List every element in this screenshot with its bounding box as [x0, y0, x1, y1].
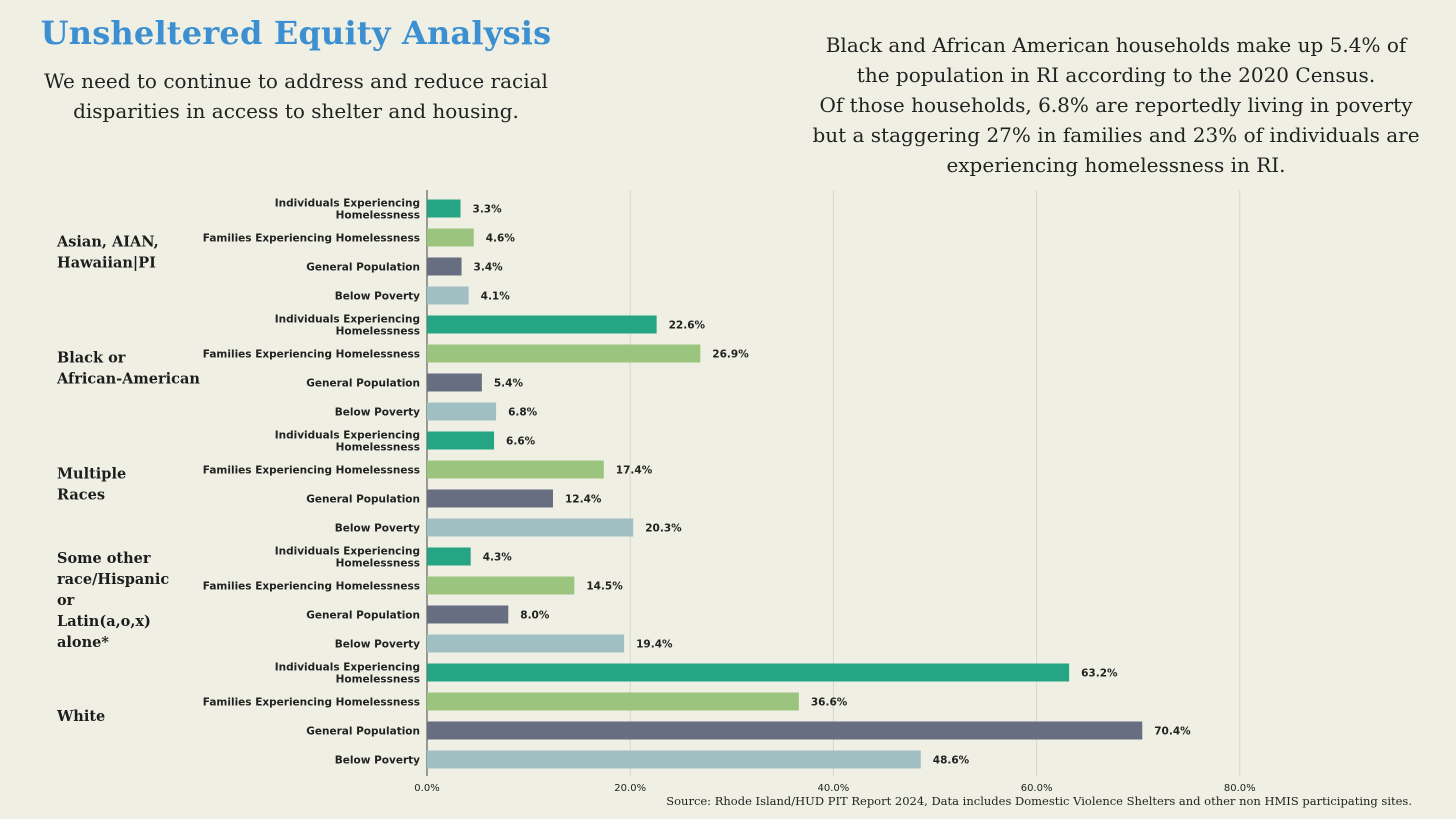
value-label: 3.3%	[473, 204, 503, 216]
value-label: 4.1%	[481, 291, 511, 303]
bar-category-label: Individuals Experiencing Homelessness	[275, 430, 420, 454]
bar-category-label: Families Experiencing Homelessness	[203, 581, 420, 593]
value-label: 14.5%	[586, 581, 623, 593]
bar-category-label: Families Experiencing Homelessness	[203, 349, 420, 361]
chart-subtitle: We need to continue to address and reduc…	[44, 69, 548, 123]
bar-category-label: Families Experiencing Homelessness	[203, 697, 420, 709]
bar-category-label: General Population	[306, 378, 420, 390]
callout-note: Black and African American households ma…	[806, 30, 1426, 180]
value-label: 20.3%	[645, 523, 682, 535]
value-label: 3.4%	[474, 262, 504, 274]
note-line: Of those households, 6.8% are reportedly…	[819, 93, 1413, 117]
x-tick-label: 60.0%	[1021, 783, 1053, 792]
bar-category-label: Families Experiencing Homelessness	[203, 233, 420, 245]
value-label: 4.3%	[483, 552, 513, 564]
x-tick-label: 20.0%	[614, 783, 646, 792]
group-label: Asian, AIAN, Hawaiian|PI	[56, 234, 159, 272]
bar	[427, 431, 495, 450]
chart-title: Unsheltered Equity Analysis	[40, 14, 552, 52]
bar	[427, 460, 604, 479]
bar-category-label: Individuals Experiencing Homelessness	[275, 198, 420, 222]
group-label: Some other race/Hispanic or Latin(a,o,x) alo…	[57, 550, 169, 651]
bar	[427, 750, 921, 769]
value-label: 4.6%	[486, 233, 516, 245]
bar	[427, 344, 701, 363]
bar-chart: 0.0% 20.0% 40.0% 60.0% 80.0% 3.3% Individuals …	[56, 190, 1256, 792]
bar-category-label: General Population	[306, 610, 420, 622]
bar	[427, 489, 553, 508]
bar	[427, 634, 625, 653]
x-tick-label: 40.0%	[818, 783, 850, 792]
group-label: Black or African-American	[56, 350, 200, 388]
bar-category-label: Below Poverty	[335, 407, 420, 419]
group-label: White	[56, 708, 105, 725]
bar	[427, 257, 462, 276]
bar-category-label: Individuals Experiencing Homelessness	[275, 662, 420, 686]
bar-category-label: General Population	[306, 726, 420, 738]
value-label: 19.4%	[636, 639, 673, 651]
bar	[427, 663, 1070, 682]
bar	[427, 402, 497, 421]
note-line: experiencing homelessness in RI.	[946, 153, 1286, 177]
bar	[427, 605, 509, 624]
value-label: 17.4%	[616, 465, 653, 477]
bar	[427, 721, 1143, 740]
note-line: but a staggering 27% in families and 23%…	[812, 123, 1420, 147]
bar-category-label: Below Poverty	[335, 291, 420, 303]
value-label: 36.6%	[811, 697, 848, 709]
bar-category-label: Families Experiencing Homelessness	[203, 465, 420, 477]
bar	[427, 692, 799, 711]
bar-category-label: Below Poverty	[335, 639, 420, 651]
value-label: 8.0%	[520, 610, 550, 622]
bar	[427, 576, 575, 595]
value-label: 26.9%	[712, 349, 749, 361]
bar-category-label: General Population	[306, 262, 420, 274]
bar-category-label: Individuals Experiencing Homelessness	[275, 546, 420, 570]
bar-category-label: Individuals Experiencing Homelessness	[275, 314, 420, 338]
bar	[427, 547, 471, 566]
value-label: 12.4%	[565, 494, 602, 506]
value-label: 6.8%	[508, 407, 538, 419]
value-label: 70.4%	[1154, 726, 1191, 738]
bar-category-label: Below Poverty	[335, 523, 420, 535]
value-label: 48.6%	[933, 755, 970, 767]
x-tick-label: 0.0%	[414, 783, 439, 792]
source-note: Source: Rhode Island/HUD PIT Report 2024…	[666, 794, 1412, 808]
bar	[427, 315, 657, 334]
bar	[427, 228, 474, 247]
bar	[427, 199, 461, 218]
group-label: Multiple Races	[57, 466, 126, 504]
x-tick-label: 80.0%	[1224, 783, 1256, 792]
value-label: 6.6%	[506, 436, 536, 448]
value-label: 22.6%	[669, 320, 706, 332]
note-line: the population in RI according to the 20…	[856, 63, 1376, 87]
value-label: 5.4%	[494, 378, 524, 390]
bar-category-label: General Population	[306, 494, 420, 506]
value-label: 63.2%	[1081, 668, 1118, 680]
bar	[427, 518, 634, 537]
bar-category-label: Below Poverty	[335, 755, 420, 767]
note-line: Black and African American households ma…	[825, 33, 1407, 57]
bar	[427, 373, 482, 392]
bar	[427, 286, 469, 305]
